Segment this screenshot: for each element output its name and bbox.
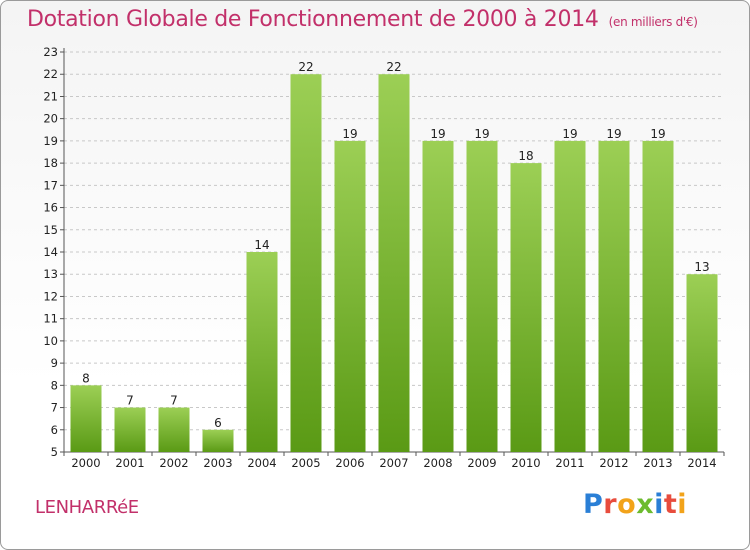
x-tick-label: 2003	[203, 456, 232, 470]
bar-value-label: 19	[474, 127, 489, 141]
commune-name: LENHARRéE	[35, 497, 139, 518]
bar-value-label: 14	[254, 238, 269, 252]
bar	[290, 74, 322, 452]
bar	[70, 385, 102, 452]
bar-value-label: 22	[386, 60, 401, 74]
bar	[246, 252, 278, 452]
bar	[686, 274, 718, 452]
y-tick-label: 11	[43, 312, 58, 326]
x-tick-label: 2001	[115, 456, 144, 470]
logo-letter: t	[663, 489, 678, 520]
y-tick-label: 19	[43, 134, 58, 148]
bar	[334, 140, 366, 452]
y-tick-label: 23	[43, 45, 58, 59]
proxiti-logo: Proxiti	[583, 489, 687, 520]
y-tick-label: 13	[43, 267, 58, 281]
y-tick-label: 6	[51, 423, 58, 437]
x-tick-label: 2013	[643, 456, 672, 470]
bar	[554, 140, 586, 452]
bar-value-label: 6	[214, 416, 222, 430]
bar	[598, 140, 630, 452]
y-tick-label: 5	[51, 445, 58, 459]
bar-value-label: 7	[170, 394, 178, 408]
logo-letter: r	[603, 489, 618, 520]
y-tick-label: 10	[43, 334, 58, 348]
bar	[158, 407, 190, 452]
x-tick-label: 2007	[379, 456, 408, 470]
x-tick-label: 2006	[335, 456, 364, 470]
logo-letter: i	[677, 489, 688, 520]
x-tick-label: 2000	[71, 456, 100, 470]
x-tick-label: 2002	[159, 456, 188, 470]
bar-value-label: 13	[694, 260, 709, 274]
bar-value-label: 19	[342, 127, 357, 141]
x-tick-label: 2009	[467, 456, 496, 470]
bar-value-label: 8	[82, 371, 90, 385]
x-tick-label: 2012	[599, 456, 628, 470]
bar-value-label: 19	[562, 127, 577, 141]
y-tick-label: 9	[51, 356, 58, 370]
bar	[510, 163, 542, 452]
y-tick-label: 14	[43, 245, 58, 259]
logo-letter: P	[583, 489, 604, 520]
y-tick-label: 21	[43, 89, 58, 103]
x-tick-label: 2008	[423, 456, 452, 470]
y-tick-label: 15	[43, 223, 58, 237]
x-tick-label: 2005	[291, 456, 320, 470]
x-tick-label: 2004	[247, 456, 276, 470]
y-tick-label: 22	[43, 67, 58, 81]
y-tick-label: 20	[43, 112, 58, 126]
bar	[466, 140, 498, 452]
x-tick-label: 2014	[687, 456, 716, 470]
y-tick-label: 8	[51, 378, 58, 392]
bar-value-label: 7	[126, 394, 134, 408]
y-tick-label: 12	[43, 289, 58, 303]
logo-letter: o	[617, 489, 637, 520]
chart-title-text: Dotation Globale de Fonctionnement de 20…	[27, 7, 599, 32]
y-tick-label: 18	[43, 156, 58, 170]
bar	[378, 74, 410, 452]
x-tick-label: 2010	[511, 456, 540, 470]
y-tick-label: 16	[43, 201, 58, 215]
logo-letter: i	[654, 489, 664, 520]
logo-letter: x	[636, 489, 655, 520]
y-tick-label: 17	[43, 178, 58, 192]
bar	[422, 140, 454, 452]
bar	[202, 429, 234, 452]
bar	[642, 140, 674, 452]
bar-value-label: 18	[518, 149, 533, 163]
bar	[114, 407, 146, 452]
x-tick-label: 2011	[555, 456, 584, 470]
chart-title: Dotation Globale de Fonctionnement de 20…	[27, 7, 698, 32]
bar-value-label: 19	[430, 127, 445, 141]
y-tick-label: 7	[51, 401, 58, 415]
bar-value-label: 19	[606, 127, 621, 141]
bar-value-label: 22	[298, 60, 313, 74]
bar-value-label: 19	[650, 127, 665, 141]
unit-note: (en milliers d'€)	[608, 15, 698, 29]
